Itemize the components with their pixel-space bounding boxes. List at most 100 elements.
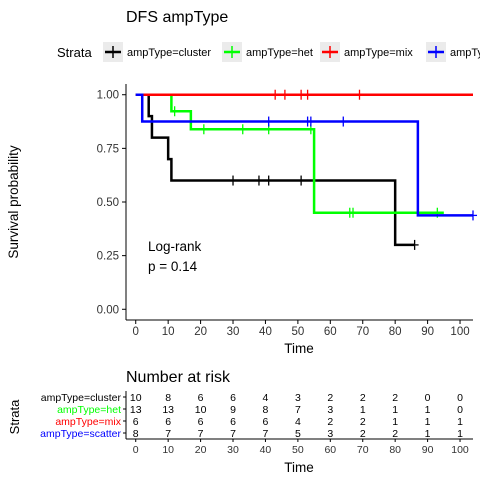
risk-cell: 6	[263, 416, 269, 428]
series-scatter	[135, 93, 477, 221]
risk-cell: 6	[198, 392, 204, 404]
risk-cell: 6	[133, 416, 139, 428]
survival-curve	[135, 93, 444, 214]
x-tick-label: 100	[450, 326, 469, 338]
risk-cell: 7	[165, 428, 171, 440]
x-tick-label: 90	[421, 326, 434, 338]
risk-row-label: ampType=cluster	[41, 392, 122, 404]
risk-cell: 2	[392, 428, 398, 440]
risk-cell: 0	[425, 392, 431, 404]
x-axis-label: Time	[284, 341, 314, 356]
legend-label: ampType=mix	[344, 47, 413, 59]
risk-cell: 1	[392, 404, 398, 416]
x-tick-label: 60	[324, 326, 337, 338]
risk-cell: 8	[263, 404, 269, 416]
series-mix	[135, 89, 473, 100]
risk-cell: 6	[198, 416, 204, 428]
risk-row-label: ampType=mix	[55, 416, 121, 428]
y-axis-label: Survival probability	[6, 145, 21, 259]
risk-cell: 7	[295, 404, 301, 416]
risk-cell: 4	[295, 416, 301, 428]
x-tick-label: 0	[133, 326, 139, 338]
risk-cell: 6	[230, 392, 236, 404]
risk-cell: 1	[425, 428, 431, 440]
risk-cell: 8	[133, 428, 139, 440]
logrank-pvalue: p = 0.14	[148, 259, 198, 274]
y-tick-label: 0.50	[97, 197, 119, 209]
risk-cell: 8	[165, 392, 171, 404]
x-tick-label: 30	[227, 326, 240, 338]
risk-cell: 10	[195, 404, 207, 416]
risk-cell: 13	[162, 404, 174, 416]
legend-label: ampType=het	[246, 47, 313, 59]
series-cluster	[135, 93, 419, 250]
risk-cell: 7	[198, 428, 204, 440]
legend-item: ampType=mix	[320, 42, 413, 62]
risk-x-tick-label: 50	[292, 444, 304, 456]
risk-cell: 1	[457, 428, 463, 440]
risk-cell: 1	[425, 404, 431, 416]
risk-cell: 1	[360, 404, 366, 416]
y-tick-label: 1.00	[97, 90, 119, 102]
risk-cell: 3	[327, 404, 333, 416]
risk-cell: 2	[327, 416, 333, 428]
y-tick-label: 0.25	[97, 251, 119, 263]
x-tick-label: 80	[389, 326, 402, 338]
x-tick-label: 40	[259, 326, 272, 338]
risk-x-tick-label: 90	[422, 444, 434, 456]
legend-item: ampType=het	[222, 42, 313, 62]
x-tick-label: 10	[162, 326, 175, 338]
x-tick-label: 70	[356, 326, 369, 338]
survival-curve	[135, 93, 473, 217]
risk-cell: 5	[295, 428, 301, 440]
risk-row-label: ampType=scatter	[40, 428, 121, 440]
risk-cell: 3	[295, 392, 301, 404]
logrank-annotation: Log-rank p = 0.14	[148, 239, 202, 274]
risk-x-tick-label: 70	[357, 444, 369, 456]
risk-cell: 9	[230, 404, 236, 416]
risk-cell: 7	[263, 428, 269, 440]
y-tick-label: 0.00	[97, 304, 119, 316]
risk-x-tick-label: 10	[162, 444, 174, 456]
risk-cell: 2	[360, 416, 366, 428]
risk-cell: 2	[360, 428, 366, 440]
chart-title: DFS ampType	[126, 9, 228, 26]
legend-label: ampType=scatter	[450, 47, 480, 59]
risk-cell: 13	[130, 404, 142, 416]
legend-item: ampType=cluster	[103, 42, 211, 62]
risk-x-tick-label: 60	[324, 444, 336, 456]
survival-curve	[135, 93, 415, 247]
logrank-label: Log-rank	[148, 239, 202, 254]
risk-table-title: Number at risk	[126, 369, 231, 386]
risk-cell: 0	[457, 404, 463, 416]
legend-item: ampType=scatter	[426, 42, 480, 62]
risk-x-tick-label: 40	[260, 444, 272, 456]
y-tick-label: 0.75	[97, 143, 119, 155]
risk-x-tick-label: 30	[227, 444, 239, 456]
x-tick-label: 20	[194, 326, 207, 338]
risk-cell: 1	[425, 416, 431, 428]
series-het	[135, 93, 444, 218]
risk-cell: 2	[392, 392, 398, 404]
risk-x-tick-label: 100	[451, 444, 469, 456]
risk-cell: 2	[360, 392, 366, 404]
risk-cell: 6	[230, 416, 236, 428]
legend-label: ampType=cluster	[127, 47, 211, 59]
risk-x-tick-label: 0	[133, 444, 139, 456]
risk-cell: 6	[165, 416, 171, 428]
risk-x-tick-label: 20	[195, 444, 207, 456]
risk-cell: 1	[392, 416, 398, 428]
risk-table-strata-label: Strata	[7, 399, 22, 434]
risk-x-tick-label: 80	[389, 444, 401, 456]
risk-cell: 3	[327, 428, 333, 440]
legend: Strata ampType=cluster ampType=het ampType…	[57, 42, 480, 62]
risk-cell: 1	[457, 416, 463, 428]
risk-cell: 10	[130, 392, 142, 404]
risk-cell: 4	[263, 392, 269, 404]
risk-row-label: ampType=het	[57, 404, 121, 416]
risk-table-x-label: Time	[284, 460, 314, 475]
legend-title: Strata	[57, 45, 92, 60]
risk-cell: 7	[230, 428, 236, 440]
risk-cell: 0	[457, 392, 463, 404]
